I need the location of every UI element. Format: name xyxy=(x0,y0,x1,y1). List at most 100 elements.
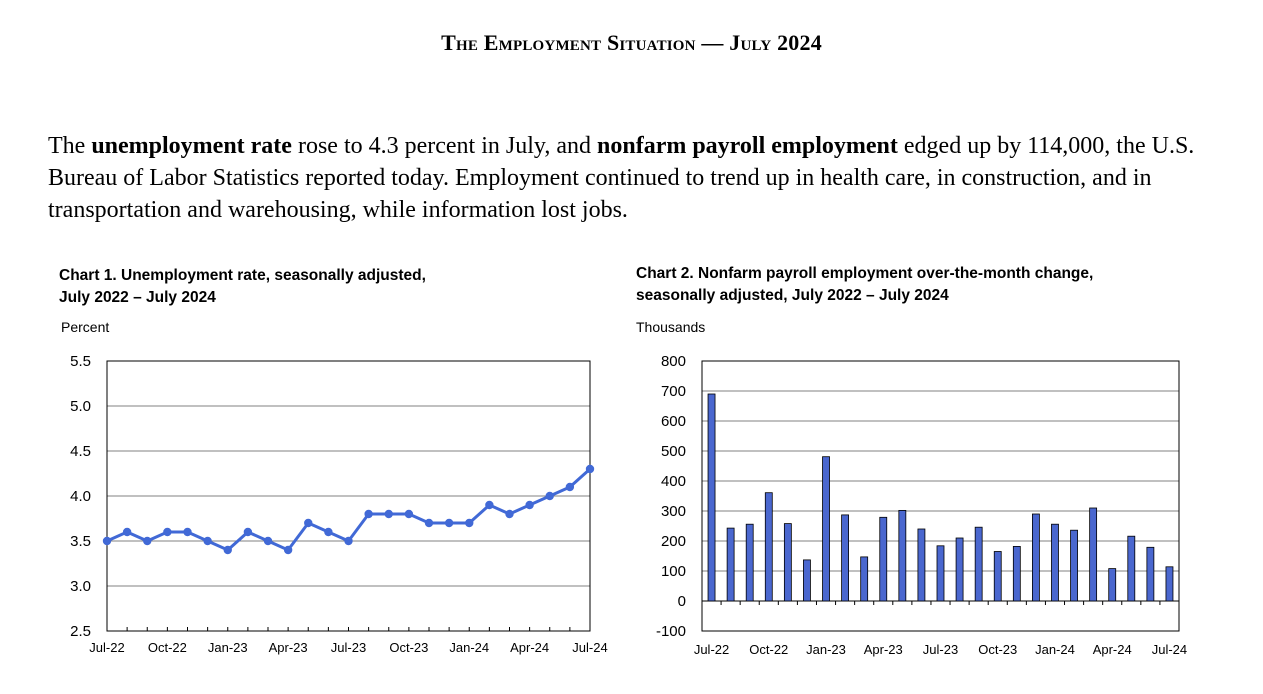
chart1-data-point xyxy=(585,464,595,474)
chart2-xtick-label: Jul-22 xyxy=(694,642,729,657)
chart1-title-line1: Chart 1. Unemployment rate, seasonally a… xyxy=(59,267,426,284)
chart1-data-point xyxy=(183,527,192,537)
chart2-ytick-label: 600 xyxy=(661,413,686,430)
chart2-xtick-label: Oct-22 xyxy=(749,642,788,657)
chart1-xtick-label: Oct-22 xyxy=(148,640,187,655)
chart1-data-point xyxy=(505,509,514,519)
chart1-data-point xyxy=(545,491,554,501)
chart2-ylabel: Thousands xyxy=(636,319,706,335)
chart1-ytick-label: 4.5 xyxy=(70,443,91,460)
chart2-xtick-label: Oct-23 xyxy=(978,642,1017,657)
chart2-bar xyxy=(1165,566,1174,602)
chart1-data-point xyxy=(344,536,353,546)
chart1-data-point xyxy=(283,545,293,555)
chart1-data-point xyxy=(565,482,575,492)
chart1-xtick-label: Oct-23 xyxy=(389,640,428,655)
chart2-bar xyxy=(955,537,964,602)
chart1-ytick-label: 4.0 xyxy=(70,488,91,505)
chart1-title: Chart 1. Unemployment rate, seasonally a… xyxy=(59,265,426,309)
chart1-data-point xyxy=(243,527,253,537)
chart1-xtick-label: Jul-24 xyxy=(572,640,607,655)
chart2-plot-frame xyxy=(701,360,1180,632)
chart1-xtick-label: Jul-22 xyxy=(89,640,124,655)
intro-text-1: The xyxy=(48,133,92,159)
chart2-bar xyxy=(783,523,792,602)
chart2-ytick-label: -100 xyxy=(656,623,686,640)
chart2-bar xyxy=(860,556,869,602)
chart2-xtick-label: Apr-23 xyxy=(864,642,903,657)
chart2-bar xyxy=(803,559,811,602)
chart1-xtick-label: Jan-23 xyxy=(208,640,248,655)
chart1-data-point xyxy=(102,536,112,546)
chart1-data-point xyxy=(424,518,434,528)
chart2-bar xyxy=(917,528,926,602)
chart1-data-point xyxy=(163,527,172,537)
chart1-data-point xyxy=(444,518,454,528)
chart2-bar xyxy=(1051,523,1059,602)
chart2-bar xyxy=(1070,529,1078,602)
chart2-bar xyxy=(1127,535,1136,602)
chart2-bar xyxy=(707,393,716,602)
intro-bold-unemployment-rate: unemployment rate xyxy=(91,133,292,159)
chart1-data-point xyxy=(465,518,474,528)
chart2-bar xyxy=(1146,546,1155,602)
chart2-bar xyxy=(1032,513,1040,602)
chart1-data-point xyxy=(263,536,273,546)
chart2-bar xyxy=(764,492,773,602)
chart2-bar xyxy=(898,509,907,602)
chart1-ytick-label: 3.0 xyxy=(70,578,91,595)
chart2-xtick-label: Jan-24 xyxy=(1035,642,1075,657)
chart2-ytick-label: 700 xyxy=(661,383,686,400)
chart2-bar xyxy=(993,551,1002,602)
chart2-ytick-label: 500 xyxy=(661,443,686,460)
chart2-bar xyxy=(936,545,945,602)
chart2-bar xyxy=(726,527,735,602)
chart1-title-line2: July 2022 – July 2024 xyxy=(59,289,216,306)
chart2-bar xyxy=(879,516,888,602)
intro-paragraph: The unemployment rate rose to 4.3 percen… xyxy=(48,130,1228,226)
chart2-ytick-label: 200 xyxy=(661,533,686,550)
chart2-bar xyxy=(1012,546,1021,602)
chart2-bar xyxy=(1108,568,1117,602)
chart1-data-point xyxy=(525,500,534,510)
chart2-ytick-label: 800 xyxy=(661,353,686,370)
chart2-xtick-label: Apr-24 xyxy=(1093,642,1132,657)
chart1-ytick-label: 2.5 xyxy=(70,623,91,640)
chart1-ytick-label: 5.0 xyxy=(70,398,91,415)
chart1-data-point xyxy=(203,536,212,546)
chart2-xtick-label: Jul-23 xyxy=(923,642,958,657)
chart1-data-point xyxy=(223,545,232,555)
chart1-xtick-label: Jul-23 xyxy=(331,640,366,655)
chart2-ytick-label: 400 xyxy=(661,473,686,490)
chart2-ytick-label: 100 xyxy=(661,563,686,580)
chart1-data-point xyxy=(304,518,313,528)
chart2-title-line1: Chart 2. Nonfarm payroll employment over… xyxy=(636,265,1094,282)
chart1-ylabel: Percent xyxy=(61,319,110,335)
chart1-ytick-label: 5.5 xyxy=(70,353,91,370)
chart2-title-line2: seasonally adjusted, July 2022 – July 20… xyxy=(636,287,949,304)
chart2-bar xyxy=(841,514,849,602)
chart1-xtick-label: Apr-24 xyxy=(510,640,549,655)
chart1-xtick-label: Apr-23 xyxy=(269,640,308,655)
chart1-data-point xyxy=(122,527,132,537)
chart2-xtick-label: Jul-24 xyxy=(1152,642,1187,657)
intro-text-3: edged up by 114,000, the U.S. Bureau of … xyxy=(48,133,1195,223)
chart2-bar xyxy=(1089,507,1098,602)
chart2-bar xyxy=(745,523,754,602)
intro-text-2: rose to 4.3 percent in July, and xyxy=(291,133,597,159)
chart1-data-point xyxy=(364,509,373,519)
chart1-data-point xyxy=(384,509,393,519)
chart1-data-point xyxy=(404,509,414,519)
chart2-bar xyxy=(822,456,830,602)
chart1-data-point xyxy=(143,536,152,546)
chart2-title: Chart 2. Nonfarm payroll employment over… xyxy=(636,263,1093,307)
chart2-ytick-label: 300 xyxy=(661,503,686,520)
chart2-bar xyxy=(974,526,983,602)
intro-bold-nonfarm-payroll: nonfarm payroll employment xyxy=(597,133,898,159)
chart2-ytick-label: 0 xyxy=(678,593,686,610)
page-title: The Employment Situation — July 2024 xyxy=(441,30,822,55)
chart1-ytick-label: 3.5 xyxy=(70,533,91,550)
chart1-data-point xyxy=(485,500,494,510)
